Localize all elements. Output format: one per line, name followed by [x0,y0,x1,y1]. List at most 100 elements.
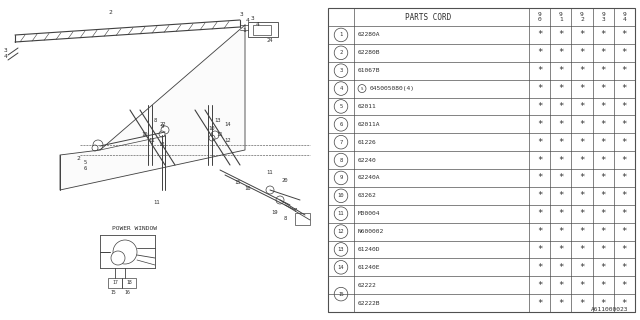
Text: *: * [621,120,627,129]
Circle shape [334,225,348,238]
Text: *: * [600,102,606,111]
Circle shape [113,240,137,264]
Text: 4: 4 [246,18,250,22]
Text: 3: 3 [339,68,342,73]
Text: *: * [558,138,563,147]
Polygon shape [60,25,245,190]
Text: *: * [579,299,585,308]
Text: *: * [537,191,542,200]
Text: 3: 3 [251,15,255,20]
Text: 1: 1 [339,32,342,37]
Text: 2: 2 [108,10,112,14]
Text: 12: 12 [338,229,344,234]
Circle shape [211,131,219,139]
Text: 9
3: 9 3 [602,12,605,22]
Text: *: * [537,263,542,272]
Text: 9
1: 9 1 [559,12,563,22]
Text: 9: 9 [339,175,342,180]
Text: *: * [537,102,542,111]
Bar [108,278,122,288]
Text: 12: 12 [159,142,165,148]
Circle shape [93,140,103,150]
Text: 15: 15 [235,180,241,185]
Text: 10: 10 [338,193,344,198]
Text: *: * [600,263,606,272]
Text: 22: 22 [160,122,166,126]
Text: *: * [600,173,606,182]
Text: *: * [537,66,542,75]
Text: 5: 5 [83,161,86,165]
Text: *: * [558,66,563,75]
Text: *: * [579,227,585,236]
Text: *: * [537,120,542,129]
Text: 17: 17 [112,281,118,285]
Text: *: * [621,299,627,308]
Text: 16: 16 [124,290,130,294]
Text: 9
0: 9 0 [538,12,541,22]
Text: 16: 16 [244,186,252,190]
Text: *: * [600,138,606,147]
Text: *: * [621,227,627,236]
Text: M00004: M00004 [358,211,381,216]
Text: *: * [579,245,585,254]
Circle shape [111,251,125,265]
Circle shape [358,84,366,92]
Text: 4: 4 [339,86,342,91]
Text: *: * [600,66,606,75]
Text: *: * [600,227,606,236]
Text: 7: 7 [293,207,296,212]
Text: *: * [537,84,542,93]
Text: 15: 15 [110,290,116,294]
Bar [122,278,136,288]
Circle shape [334,46,348,60]
Text: *: * [579,263,585,272]
Text: *: * [579,191,585,200]
Text: *: * [621,191,627,200]
Text: 11: 11 [154,199,160,204]
Text: *: * [621,84,627,93]
Text: *: * [600,209,606,218]
Text: 2: 2 [339,50,342,55]
Text: 10: 10 [141,132,148,138]
Text: *: * [621,156,627,164]
Text: 3: 3 [240,12,244,18]
Text: 62222B: 62222B [358,300,381,306]
Text: 6: 6 [83,166,86,172]
Text: *: * [600,245,606,254]
Text: *: * [579,209,585,218]
Text: *: * [558,48,563,57]
Circle shape [92,145,98,151]
Text: 14: 14 [338,265,344,270]
Text: *: * [600,30,606,39]
Text: 18: 18 [126,281,132,285]
Text: *: * [600,84,606,93]
Text: 62280A: 62280A [358,32,381,37]
Text: 8: 8 [339,157,342,163]
Text: 5: 5 [339,104,342,109]
Text: 61240D: 61240D [358,247,381,252]
Circle shape [209,135,215,141]
Text: *: * [579,48,585,57]
Text: 045005080(4): 045005080(4) [370,86,415,91]
Bar [328,8,635,312]
Text: 13: 13 [338,247,344,252]
Text: *: * [537,281,542,290]
Circle shape [159,131,165,137]
Text: *: * [537,156,542,164]
Text: 20: 20 [282,178,288,182]
Text: 4: 4 [4,54,8,60]
Text: *: * [537,227,542,236]
Circle shape [334,153,348,167]
Text: 13: 13 [215,117,221,123]
Text: *: * [579,138,585,147]
Text: *: * [600,191,606,200]
Text: N600002: N600002 [358,229,384,234]
Text: *: * [621,138,627,147]
Text: 2: 2 [76,156,80,161]
Text: *: * [600,48,606,57]
Text: 14: 14 [225,122,231,126]
Text: 62240A: 62240A [358,175,381,180]
Text: *: * [558,245,563,254]
Text: *: * [537,209,542,218]
Text: POWER WINDOW: POWER WINDOW [113,226,157,230]
